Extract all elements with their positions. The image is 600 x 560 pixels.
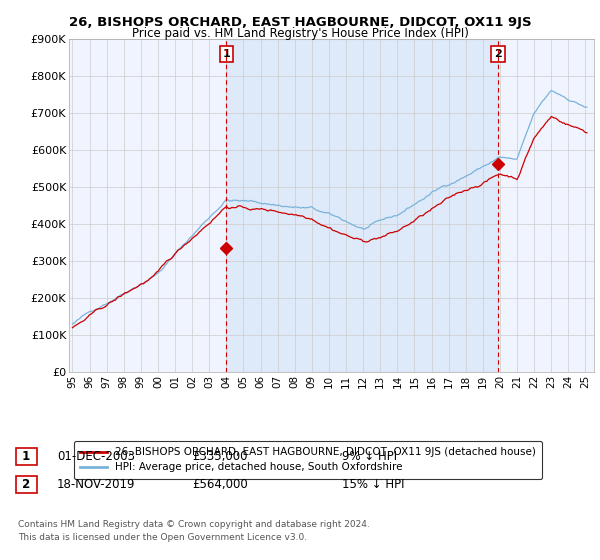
Text: 9% ↓ HPI: 9% ↓ HPI xyxy=(342,450,397,463)
Text: This data is licensed under the Open Government Licence v3.0.: This data is licensed under the Open Gov… xyxy=(18,533,307,542)
Text: 1: 1 xyxy=(18,450,34,463)
Text: Contains HM Land Registry data © Crown copyright and database right 2024.: Contains HM Land Registry data © Crown c… xyxy=(18,520,370,529)
Text: 2: 2 xyxy=(494,49,502,59)
Text: Price paid vs. HM Land Registry's House Price Index (HPI): Price paid vs. HM Land Registry's House … xyxy=(131,27,469,40)
Text: 18-NOV-2019: 18-NOV-2019 xyxy=(57,478,136,491)
Text: 01-DEC-2003: 01-DEC-2003 xyxy=(57,450,135,463)
Text: 15% ↓ HPI: 15% ↓ HPI xyxy=(342,478,404,491)
Bar xyxy=(226,39,498,372)
Text: 2: 2 xyxy=(18,478,34,491)
Text: 26, BISHOPS ORCHARD, EAST HAGBOURNE, DIDCOT, OX11 9JS: 26, BISHOPS ORCHARD, EAST HAGBOURNE, DID… xyxy=(68,16,532,29)
Text: 1: 1 xyxy=(223,49,230,59)
Text: £335,000: £335,000 xyxy=(192,450,248,463)
Text: £564,000: £564,000 xyxy=(192,478,248,491)
Legend: 26, BISHOPS ORCHARD, EAST HAGBOURNE, DIDCOT, OX11 9JS (detached house), HPI: Ave: 26, BISHOPS ORCHARD, EAST HAGBOURNE, DID… xyxy=(74,441,542,479)
